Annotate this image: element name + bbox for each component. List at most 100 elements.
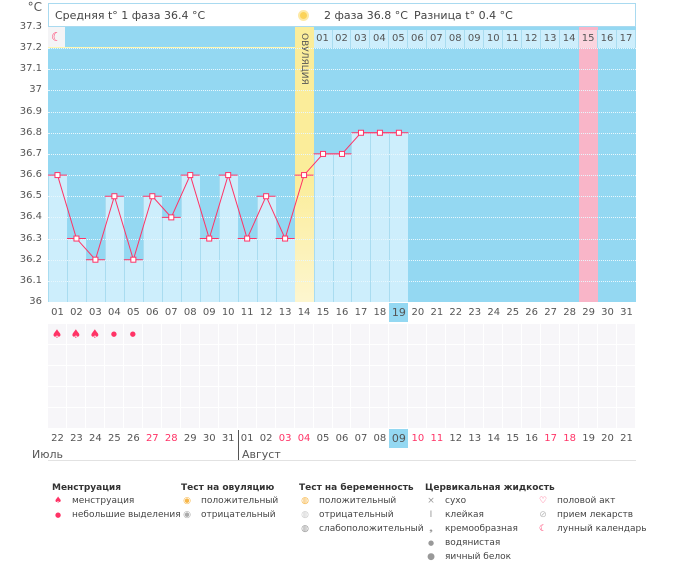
symptom-cell[interactable]: [389, 366, 409, 386]
calendar-date[interactable]: 29: [183, 433, 197, 444]
cycle-day[interactable]: 29: [582, 307, 595, 318]
symptom-cell[interactable]: [332, 324, 352, 344]
symptom-cell[interactable]: [617, 387, 636, 407]
symptom-cell[interactable]: [237, 345, 257, 365]
symptom-cell[interactable]: [370, 345, 390, 365]
symptom-cell[interactable]: [389, 387, 409, 407]
cycle-day[interactable]: 07: [164, 307, 178, 318]
symptom-cell[interactable]: [541, 408, 561, 428]
symptom-cell[interactable]: [598, 345, 618, 365]
temperature-point[interactable]: [225, 172, 232, 179]
symptom-cell[interactable]: [161, 366, 181, 386]
symptom-cell[interactable]: [465, 408, 485, 428]
symptom-cell[interactable]: [465, 366, 485, 386]
symptom-cell[interactable]: [313, 408, 333, 428]
symptom-cell[interactable]: [389, 324, 409, 344]
symptom-cell[interactable]: [427, 366, 447, 386]
symptom-cell[interactable]: [142, 387, 162, 407]
symptom-cell[interactable]: [484, 345, 504, 365]
symptom-cell[interactable]: [446, 324, 466, 344]
symptom-cell[interactable]: ♠: [48, 324, 67, 344]
symptom-cell[interactable]: [541, 324, 561, 344]
symptom-cell[interactable]: [579, 366, 599, 386]
symptom-cell[interactable]: ♠: [66, 324, 86, 344]
symptom-cell[interactable]: [237, 387, 257, 407]
symptom-cell[interactable]: [161, 408, 181, 428]
symptom-cell[interactable]: [142, 345, 162, 365]
symptom-cell[interactable]: [484, 408, 504, 428]
cycle-day[interactable]: 06: [145, 307, 159, 318]
calendar-date[interactable]: 03: [278, 433, 292, 444]
symptom-cell[interactable]: [218, 366, 238, 386]
symptom-cell[interactable]: ●: [104, 324, 124, 344]
symptom-cell[interactable]: [446, 366, 466, 386]
symptom-cell[interactable]: [161, 387, 181, 407]
cycle-day[interactable]: 09: [202, 307, 216, 318]
symptom-cell[interactable]: [351, 408, 371, 428]
calendar-date[interactable]: 31: [221, 433, 235, 444]
symptom-cell[interactable]: [180, 324, 200, 344]
symptom-cell[interactable]: [256, 387, 276, 407]
symptom-cell[interactable]: [85, 366, 105, 386]
calendar-date[interactable]: 10: [411, 433, 425, 444]
symptom-cell[interactable]: [48, 387, 67, 407]
temperature-point[interactable]: [357, 129, 364, 136]
cycle-day[interactable]: 03: [89, 307, 102, 318]
cycle-day[interactable]: 04: [108, 307, 121, 318]
calendar-date[interactable]: 05: [316, 433, 330, 444]
symptom-cell[interactable]: [123, 387, 143, 407]
symptom-cell[interactable]: [408, 324, 428, 344]
symptom-cell[interactable]: [294, 387, 314, 407]
symptom-cell[interactable]: [85, 345, 105, 365]
symptom-cell[interactable]: [66, 366, 86, 386]
symptom-cell[interactable]: [180, 387, 200, 407]
cycle-day[interactable]: 05: [126, 307, 140, 318]
symptom-cell[interactable]: [256, 324, 276, 344]
symptom-cell[interactable]: [465, 387, 485, 407]
symptom-cell[interactable]: [48, 408, 67, 428]
temperature-point[interactable]: [282, 235, 289, 242]
symptom-cell[interactable]: [48, 366, 67, 386]
symptom-cell[interactable]: [294, 345, 314, 365]
symptom-cell[interactable]: [104, 345, 124, 365]
symptom-cell[interactable]: [389, 345, 409, 365]
symptom-cell[interactable]: [313, 366, 333, 386]
symptom-cell[interactable]: ♠: [85, 324, 105, 344]
temperature-point[interactable]: [339, 150, 345, 157]
symptom-cell[interactable]: [218, 408, 238, 428]
symptom-cell[interactable]: [66, 345, 86, 365]
calendar-date[interactable]: 25: [108, 433, 121, 444]
symptom-cell[interactable]: [104, 387, 124, 407]
cycle-day[interactable]: 01: [51, 307, 64, 318]
cycle-day[interactable]: 21: [430, 307, 444, 318]
symptom-cell[interactable]: ●: [123, 324, 143, 344]
temperature-point[interactable]: [395, 129, 402, 136]
symptom-cell[interactable]: [503, 366, 523, 386]
symptom-cell[interactable]: [370, 387, 390, 407]
temperature-point[interactable]: [301, 172, 308, 179]
symptom-cell[interactable]: [541, 366, 561, 386]
symptom-cell[interactable]: [560, 366, 580, 386]
symptom-cell[interactable]: [275, 408, 295, 428]
symptom-cell[interactable]: [199, 387, 219, 407]
symptom-cell[interactable]: [332, 366, 352, 386]
symptom-cell[interactable]: [142, 408, 162, 428]
calendar-date[interactable]: 07: [354, 433, 368, 444]
symptom-cell[interactable]: [503, 387, 523, 407]
symptom-cell[interactable]: [218, 345, 238, 365]
symptom-cell[interactable]: [123, 408, 143, 428]
calendar-date[interactable]: 13: [468, 433, 482, 444]
symptom-cell[interactable]: [427, 408, 447, 428]
symptom-cell[interactable]: [579, 408, 599, 428]
symptom-cell[interactable]: [408, 387, 428, 407]
cycle-day[interactable]: 19: [389, 303, 409, 322]
calendar-date[interactable]: 20: [601, 433, 614, 444]
symptom-cell[interactable]: [237, 408, 257, 428]
symptom-cell[interactable]: [560, 324, 580, 344]
calendar-date[interactable]: 17: [544, 433, 557, 444]
symptom-cell[interactable]: [522, 324, 542, 344]
calendar-date[interactable]: 18: [563, 433, 576, 444]
symptom-cell[interactable]: [199, 366, 219, 386]
symptom-cell[interactable]: [294, 366, 314, 386]
symptom-cell[interactable]: [313, 345, 333, 365]
